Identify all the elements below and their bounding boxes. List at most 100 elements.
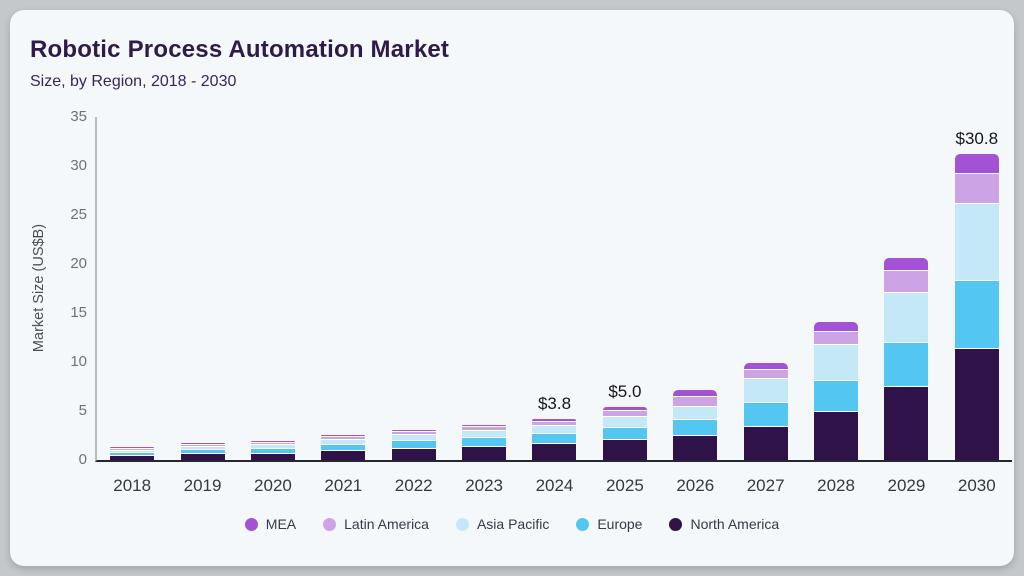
stacked-bar[interactable] bbox=[391, 429, 436, 460]
legend-label: MEA bbox=[265, 516, 297, 532]
bar-segment-asia-pacific[interactable] bbox=[673, 406, 718, 419]
bar-segment-asia-pacific[interactable] bbox=[321, 438, 366, 445]
bar-segment-north-america[interactable] bbox=[321, 450, 366, 460]
stacked-bar[interactable] bbox=[814, 321, 859, 460]
bar-segment-north-america[interactable] bbox=[180, 453, 225, 460]
bar-segment-north-america[interactable] bbox=[814, 410, 859, 460]
x-axis-label: 2022 bbox=[394, 476, 433, 495]
bar-segment-europe[interactable] bbox=[954, 279, 999, 349]
stacked-bar[interactable] bbox=[673, 390, 718, 460]
bar-group-2021: 2021 bbox=[308, 117, 378, 495]
y-tick-label: 10 bbox=[70, 353, 87, 370]
bar-segment-asia-pacific[interactable] bbox=[532, 425, 577, 433]
bar-segment-europe[interactable] bbox=[180, 449, 225, 454]
bar-segment-latin-america[interactable] bbox=[462, 426, 507, 430]
stacked-bar[interactable] bbox=[462, 424, 507, 460]
stacked-bar[interactable] bbox=[321, 435, 366, 460]
bar-segment-north-america[interactable] bbox=[673, 434, 718, 460]
bar-segment-asia-pacific[interactable] bbox=[884, 291, 929, 343]
bar-segment-north-america[interactable] bbox=[391, 447, 436, 460]
bar-segment-mea[interactable] bbox=[110, 447, 155, 448]
stacked-bar[interactable] bbox=[250, 441, 295, 460]
bar-segment-latin-america[interactable] bbox=[180, 443, 225, 446]
stacked-bar[interactable] bbox=[954, 154, 999, 460]
bar-segment-europe[interactable] bbox=[814, 379, 859, 411]
bar-segment-latin-america[interactable] bbox=[250, 441, 295, 445]
bar-segment-mea[interactable] bbox=[814, 321, 859, 332]
bar-segment-europe[interactable] bbox=[110, 451, 155, 455]
bar-segment-europe[interactable] bbox=[250, 448, 295, 453]
bar-segment-latin-america[interactable] bbox=[110, 447, 155, 450]
bar-segment-mea[interactable] bbox=[321, 435, 366, 437]
legend-item-latin-america[interactable]: Latin America bbox=[323, 516, 429, 532]
bar-segment-asia-pacific[interactable] bbox=[814, 344, 859, 380]
legend-item-mea[interactable]: MEA bbox=[244, 516, 297, 532]
stacked-bar[interactable] bbox=[884, 258, 929, 460]
stacked-bar[interactable] bbox=[180, 442, 225, 460]
stacked-bar[interactable] bbox=[602, 407, 647, 460]
stacked-bar[interactable] bbox=[532, 418, 577, 460]
bar-segment-mea[interactable] bbox=[954, 154, 999, 173]
stacked-bar[interactable] bbox=[110, 447, 155, 460]
bar-segment-europe[interactable] bbox=[321, 444, 366, 451]
stacked-bar[interactable] bbox=[743, 362, 788, 460]
legend-item-europe[interactable]: Europe bbox=[576, 516, 642, 532]
legend-item-asia-pacific[interactable]: Asia Pacific bbox=[455, 516, 549, 532]
legend-label: North America bbox=[690, 516, 780, 532]
bar-segment-north-america[interactable] bbox=[884, 386, 929, 460]
bar-segment-asia-pacific[interactable] bbox=[602, 416, 647, 427]
y-tick-label: 35 bbox=[70, 108, 87, 125]
bar-segment-europe[interactable] bbox=[884, 342, 929, 387]
x-axis-label: 2030 bbox=[957, 476, 996, 495]
bar-segment-asia-pacific[interactable] bbox=[462, 429, 507, 437]
bar-segment-mea[interactable] bbox=[250, 441, 295, 442]
bar-segment-asia-pacific[interactable] bbox=[110, 449, 155, 452]
bar-group-2028: 2028 bbox=[801, 117, 871, 495]
x-axis-label: 2028 bbox=[817, 476, 855, 495]
bar-segment-latin-america[interactable] bbox=[532, 421, 577, 426]
bar-group-2025: $5.0 2025 bbox=[590, 117, 660, 495]
bar-segment-north-america[interactable] bbox=[532, 443, 577, 460]
bar-segment-latin-america[interactable] bbox=[743, 368, 788, 379]
bar-segment-europe[interactable] bbox=[602, 426, 647, 439]
bar-segment-latin-america[interactable] bbox=[321, 436, 366, 439]
bar-segment-europe[interactable] bbox=[532, 432, 577, 444]
bar-segment-north-america[interactable] bbox=[462, 445, 507, 460]
bar-segment-europe[interactable] bbox=[391, 440, 436, 448]
bar-segment-asia-pacific[interactable] bbox=[391, 434, 436, 441]
bar-segment-north-america[interactable] bbox=[602, 438, 647, 460]
bar-segment-mea[interactable] bbox=[532, 418, 577, 422]
bar-segment-mea[interactable] bbox=[743, 362, 788, 369]
bar-segment-latin-america[interactable] bbox=[884, 269, 929, 292]
x-axis-label: 2029 bbox=[887, 476, 926, 495]
bar-segment-latin-america[interactable] bbox=[602, 410, 647, 417]
bar-segment-asia-pacific[interactable] bbox=[743, 378, 788, 402]
bar-group-2018: 2018 bbox=[97, 117, 167, 495]
legend-item-north-america[interactable]: North America bbox=[669, 516, 779, 532]
bar-segment-mea[interactable] bbox=[673, 390, 718, 396]
value-annotation: $3.8 bbox=[537, 393, 572, 413]
bar-segment-north-america[interactable] bbox=[743, 425, 788, 460]
bar-segment-latin-america[interactable] bbox=[954, 172, 999, 204]
bar-segment-mea[interactable] bbox=[180, 442, 225, 444]
bar-segment-latin-america[interactable] bbox=[673, 395, 718, 407]
legend-swatch-icon bbox=[576, 517, 590, 531]
bar-segment-mea[interactable] bbox=[462, 424, 507, 427]
bar-segment-europe[interactable] bbox=[743, 401, 788, 426]
bar-segment-latin-america[interactable] bbox=[391, 430, 436, 434]
bar-segment-north-america[interactable] bbox=[110, 454, 155, 460]
bar-segment-mea[interactable] bbox=[602, 407, 647, 411]
x-axis-label: 2026 bbox=[676, 476, 715, 495]
bar-segment-mea[interactable] bbox=[884, 258, 929, 270]
bar-segment-mea[interactable] bbox=[391, 429, 436, 431]
bar-segment-north-america[interactable] bbox=[954, 348, 999, 460]
bar-segment-europe[interactable] bbox=[462, 436, 507, 446]
bar-segment-asia-pacific[interactable] bbox=[954, 203, 999, 280]
bar-segment-north-america[interactable] bbox=[250, 452, 295, 460]
bar-segment-europe[interactable] bbox=[673, 418, 718, 435]
bar-group-2023: 2023 bbox=[449, 117, 519, 495]
bar-segment-asia-pacific[interactable] bbox=[180, 445, 225, 450]
bar-segment-asia-pacific[interactable] bbox=[250, 444, 295, 449]
chart-legend: MEA Latin America Asia Pacific Europe North … bbox=[10, 516, 1014, 532]
bar-segment-latin-america[interactable] bbox=[814, 331, 859, 345]
